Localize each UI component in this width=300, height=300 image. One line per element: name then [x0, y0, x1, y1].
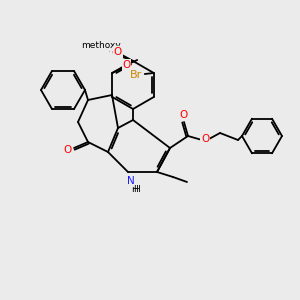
Text: methoxy: methoxy [81, 41, 121, 50]
Text: O: O [179, 110, 187, 120]
Text: H: H [133, 184, 140, 194]
Text: O: O [114, 47, 122, 57]
Text: Br: Br [130, 70, 142, 80]
Text: O: O [201, 134, 209, 144]
Text: N: N [127, 176, 135, 186]
Text: H: H [132, 184, 138, 194]
Text: O: O [111, 48, 119, 58]
Text: O: O [63, 145, 71, 155]
Text: O: O [179, 110, 187, 120]
Text: O: O [122, 60, 130, 70]
Text: Br: Br [130, 70, 142, 80]
Text: O: O [122, 60, 130, 70]
Text: O: O [201, 134, 209, 144]
Text: O: O [63, 145, 71, 155]
Text: N: N [127, 176, 135, 186]
Text: O: O [114, 47, 122, 57]
